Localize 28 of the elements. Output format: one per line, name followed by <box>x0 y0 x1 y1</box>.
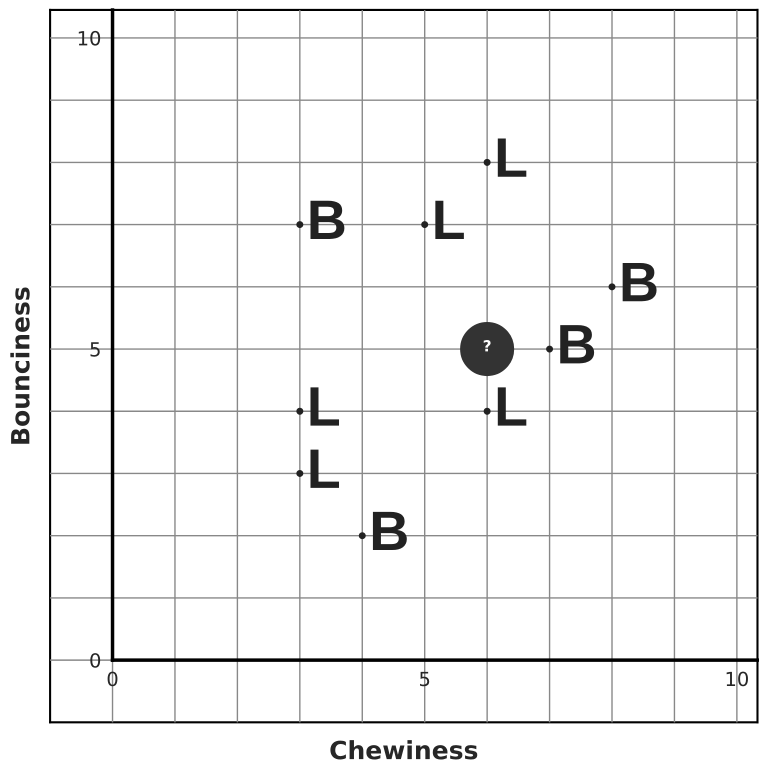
point <box>608 283 616 290</box>
y-tick-label: 10 <box>78 30 100 46</box>
point <box>296 221 304 228</box>
series-label: ? <box>484 340 491 352</box>
text: L <box>498 387 526 426</box>
y-tick-label: 0 <box>90 653 100 668</box>
x-tick-label: 0 <box>108 672 118 686</box>
y-tick-label: 5 <box>90 342 100 357</box>
text: L <box>435 200 464 239</box>
x-tick-label: 5 <box>420 672 430 686</box>
point <box>358 532 366 540</box>
x-tick-label: 10 <box>726 672 748 686</box>
series-label: B <box>622 262 657 302</box>
y-axis-title: Bounciness <box>10 287 30 444</box>
point <box>484 408 491 415</box>
series-label: L <box>310 450 340 488</box>
text: L <box>498 138 526 177</box>
text: B <box>372 512 407 550</box>
text: B <box>560 325 594 364</box>
point <box>546 346 554 353</box>
x-axis-title: Chewiness <box>330 740 478 760</box>
point <box>296 470 304 477</box>
point <box>296 408 304 415</box>
point <box>421 221 428 228</box>
text: L <box>310 387 340 426</box>
point <box>484 158 491 166</box>
point <box>460 322 514 376</box>
text: B <box>310 200 344 239</box>
